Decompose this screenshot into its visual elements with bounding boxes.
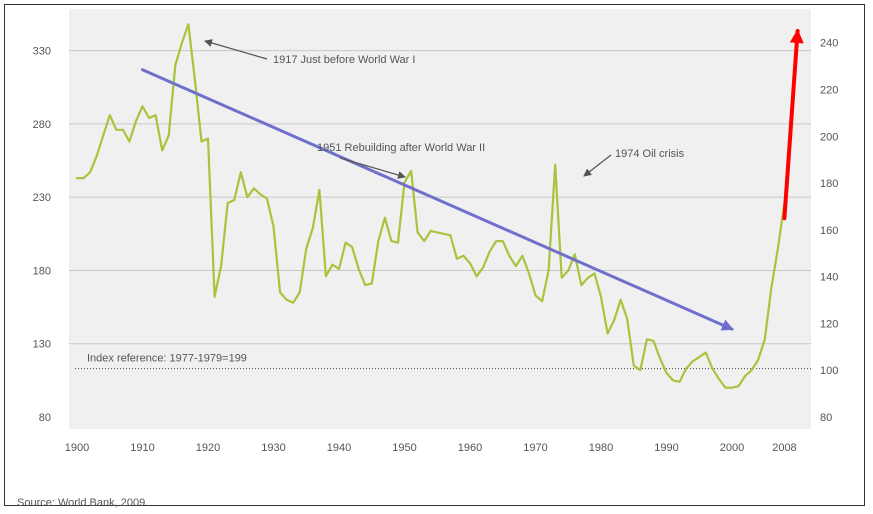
x-tick-label: 1920 bbox=[196, 442, 220, 454]
x-tick-label: 1910 bbox=[130, 442, 154, 454]
x-tick-label: 1950 bbox=[392, 442, 416, 454]
annotation-1951: 1951 Rebuilding after World War II bbox=[317, 142, 485, 154]
series-line-trend bbox=[141, 68, 734, 331]
left-tick-label: 330 bbox=[33, 46, 51, 58]
x-tick-label: 2008 bbox=[772, 442, 796, 454]
right-tick-label: 80 bbox=[820, 412, 832, 424]
x-tick-label: 1990 bbox=[654, 442, 678, 454]
left-tick-label: 180 bbox=[33, 265, 51, 277]
reference-line-label: Index reference: 1977-1979=199 bbox=[87, 353, 247, 365]
left-tick-label: 280 bbox=[33, 119, 51, 131]
annotation-1917: 1917 Just before World War I bbox=[273, 54, 415, 66]
right-tick-label: 220 bbox=[820, 84, 838, 96]
right-y-axis: 80 100 120 140 160 180 200 220 240 bbox=[820, 38, 838, 424]
right-tick-label: 140 bbox=[820, 272, 838, 284]
annotation-arrow-1974 bbox=[583, 154, 612, 177]
left-tick-label: 80 bbox=[39, 412, 51, 424]
right-tick-label: 240 bbox=[820, 38, 838, 50]
x-tick-label: 1960 bbox=[458, 442, 482, 454]
line-chart: 80 130 180 230 280 330 80 100 120 140 160 180 200 22… bbox=[33, 9, 838, 454]
series-layer bbox=[75, 23, 804, 389]
x-tick-label: 2000 bbox=[720, 442, 744, 454]
series-line-index bbox=[75, 23, 786, 389]
x-tick-label: 1900 bbox=[65, 442, 89, 454]
chart-frame: 80 130 180 230 280 330 80 100 120 140 160 180 200 22… bbox=[4, 4, 865, 509]
series-line-rise bbox=[782, 29, 804, 221]
source-note: Source: World Bank, 2009 bbox=[17, 497, 146, 509]
x-axis: 1900 1910 1920 1930 1940 1950 1960 1970 1980 1990… bbox=[65, 442, 797, 454]
right-tick-label: 120 bbox=[820, 318, 838, 330]
right-tick-label: 100 bbox=[820, 365, 838, 377]
annotation-1974: 1974 Oil crisis bbox=[615, 148, 685, 160]
x-tick-label: 1980 bbox=[589, 442, 613, 454]
left-y-axis: 80 130 180 230 280 330 bbox=[33, 46, 51, 424]
annotation-arrow-1951 bbox=[339, 157, 406, 179]
left-tick-label: 230 bbox=[33, 192, 51, 204]
right-tick-label: 200 bbox=[820, 131, 838, 143]
annotation-arrow-1917 bbox=[204, 39, 268, 60]
x-tick-label: 1930 bbox=[261, 442, 285, 454]
grid-lines bbox=[69, 50, 811, 345]
x-tick-label: 1970 bbox=[523, 442, 547, 454]
right-tick-label: 180 bbox=[820, 178, 838, 190]
x-tick-label: 1940 bbox=[327, 442, 351, 454]
plot-area bbox=[69, 9, 811, 429]
right-tick-label: 160 bbox=[820, 225, 838, 237]
left-tick-label: 130 bbox=[33, 339, 51, 351]
